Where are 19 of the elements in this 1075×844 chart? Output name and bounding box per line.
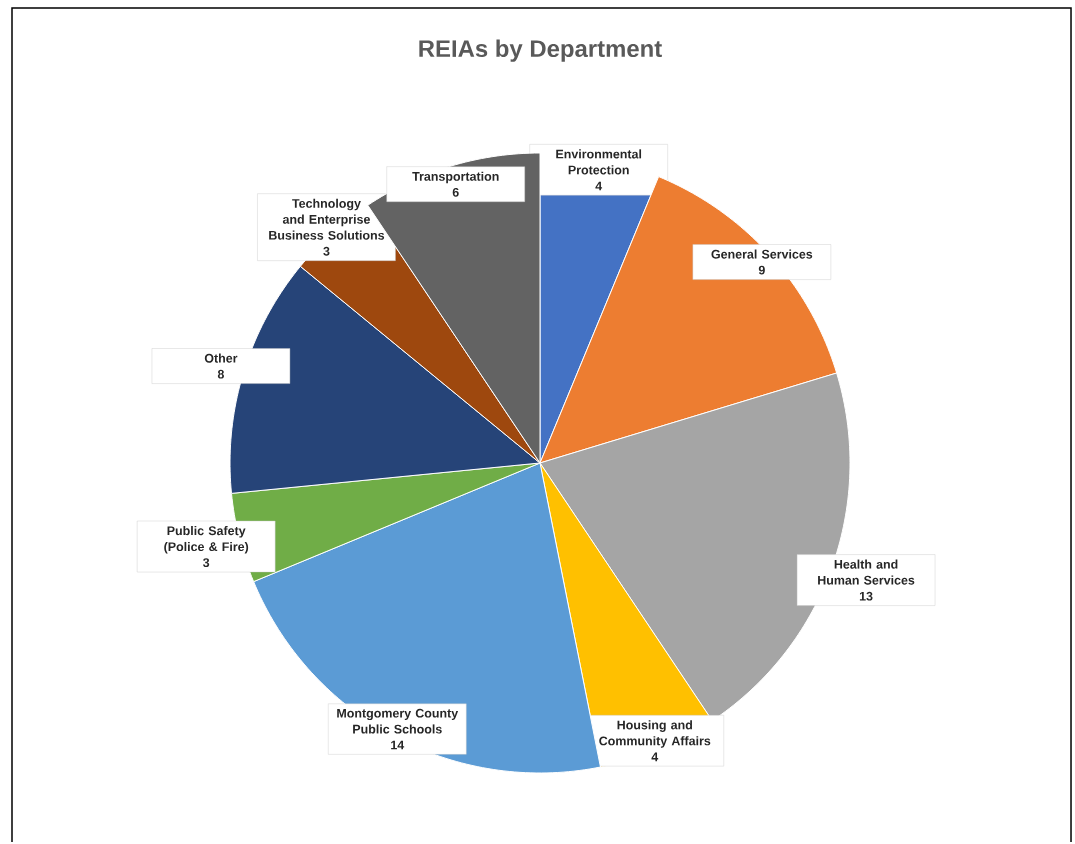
data-label: 3 — [203, 558, 210, 568]
data-label: 8 — [217, 369, 224, 379]
slice-label: Health and Human Services — [818, 559, 915, 585]
data-label: 4 — [651, 752, 659, 762]
chart-title: REIAs by Department — [419, 39, 662, 62]
data-label: 6 — [452, 187, 459, 197]
data-label: 13 — [859, 591, 873, 601]
data-label: 14 — [391, 740, 405, 750]
slice-label: Public Safety (Police & Fire) — [164, 526, 249, 554]
slice-label: Housing and Community Affairs — [599, 720, 711, 748]
data-label: 4 — [595, 181, 603, 191]
slice-label: General Services — [711, 249, 813, 259]
slice-label: Environmental Protection — [556, 149, 642, 175]
slice-label: Other — [204, 353, 238, 363]
data-label: 3 — [323, 246, 330, 256]
slice-label: Technology and Enterprise Business Solutions — [269, 198, 385, 240]
slice-label: Transportation — [412, 171, 499, 184]
slice-label: Montgomery County Public Schools — [337, 708, 459, 734]
data-label: 9 — [758, 265, 765, 275]
